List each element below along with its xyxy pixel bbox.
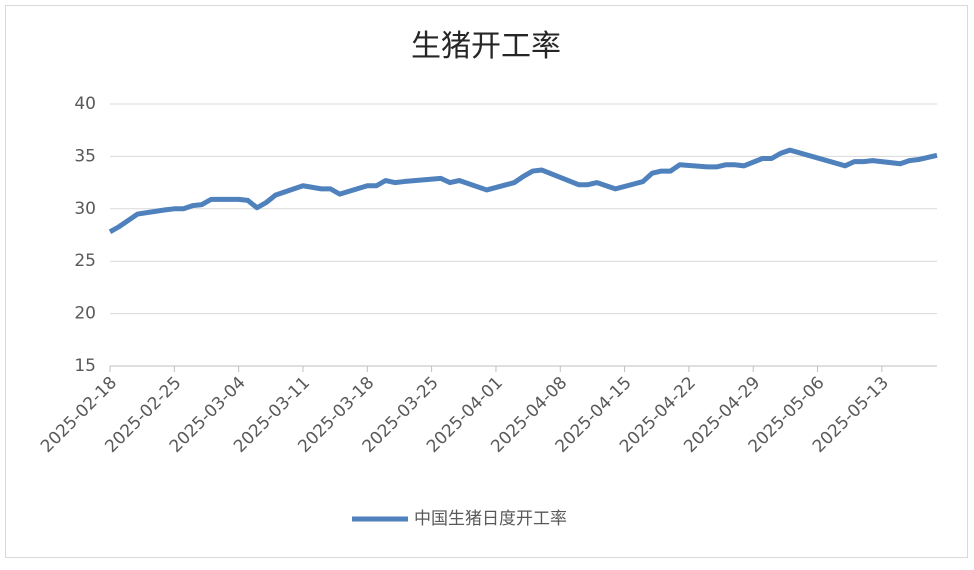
y-tick-label: 20 <box>74 304 96 324</box>
y-tick-label: 15 <box>74 356 96 376</box>
data-line <box>108 147 938 235</box>
y-tick-label: 35 <box>74 146 96 166</box>
legend-label: 中国生猪日度开工率 <box>414 509 567 529</box>
y-tick-label: 40 <box>74 94 96 114</box>
chart-title: 生猪开工率 <box>411 29 561 64</box>
chart-border <box>5 5 968 558</box>
y-tick-label: 25 <box>74 251 96 271</box>
y-tick-label: 30 <box>74 199 96 219</box>
